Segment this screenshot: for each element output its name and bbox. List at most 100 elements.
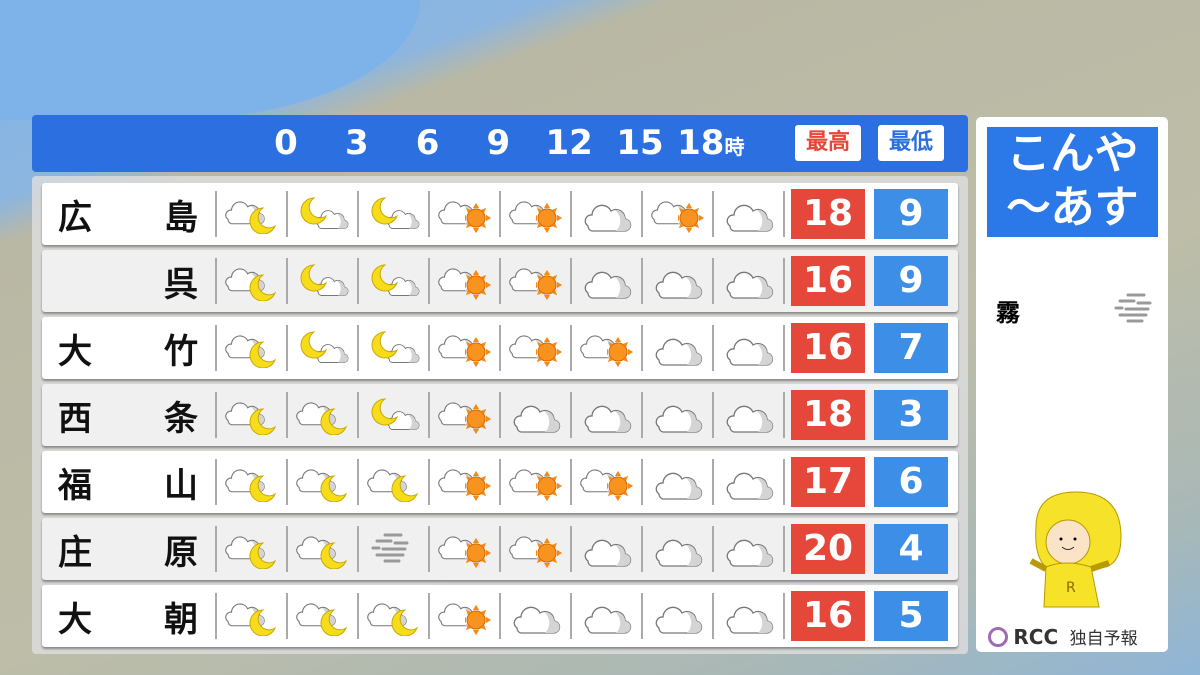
- forecast-cell: [641, 392, 712, 438]
- forecast-cell: [428, 191, 499, 237]
- location-name: 大竹: [42, 317, 214, 379]
- cloud-sun-icon: [438, 596, 492, 636]
- forecast-cell: [570, 593, 641, 639]
- forecast-cell: [357, 526, 428, 572]
- hour-label: 9: [486, 123, 511, 163]
- low-temp: 9: [874, 189, 948, 239]
- forecast-cell: [428, 593, 499, 639]
- cloud-icon: [651, 261, 705, 301]
- fog-icon: [367, 529, 421, 569]
- forecast-cell: [428, 459, 499, 505]
- panel-title: こんや 〜あす: [987, 127, 1158, 237]
- location-char: 条: [164, 398, 198, 439]
- forecast-cell: [357, 191, 428, 237]
- divider: [783, 392, 785, 438]
- moon-cloud-icon: [367, 194, 421, 234]
- forecast-cell: [641, 593, 712, 639]
- forecast-cell: [215, 392, 286, 438]
- hour-label: 15: [616, 123, 664, 163]
- low-temp: 3: [874, 390, 948, 440]
- cloud-icon: [722, 462, 776, 502]
- cloud-icon: [722, 261, 776, 301]
- high-temp: 16: [791, 323, 865, 373]
- location-char: 山: [164, 465, 198, 506]
- forecast-cell: [428, 258, 499, 304]
- forecast-cell: [215, 459, 286, 505]
- hour-label: 3: [344, 123, 369, 163]
- cloud-sun-icon: [438, 395, 492, 435]
- title-line-1: こんや: [1006, 128, 1139, 179]
- location-name: 福山: [42, 451, 214, 513]
- cloud-sun-icon: [509, 194, 563, 234]
- hour-value: 18: [677, 123, 725, 163]
- cloud-moon-icon: [367, 462, 421, 502]
- cloud-sun-icon: [438, 328, 492, 368]
- forecast-cell: [215, 191, 286, 237]
- forecast-row: 大朝 16 5: [42, 585, 958, 647]
- cloud-icon: [580, 395, 634, 435]
- divider: [783, 459, 785, 505]
- forecast-row: 庄原 20 4: [42, 518, 958, 580]
- moon-cloud-icon: [367, 328, 421, 368]
- brand-footer: RCC 独自予報: [988, 624, 1138, 649]
- forecast-cell: [499, 325, 570, 371]
- svg-text:R: R: [1066, 580, 1076, 596]
- cloud-sun-icon: [509, 462, 563, 502]
- location-char: 島: [164, 197, 198, 238]
- forecast-cell: [357, 593, 428, 639]
- forecast-cell: [570, 258, 641, 304]
- cloud-moon-icon: [296, 529, 350, 569]
- forecast-cell: [286, 459, 357, 505]
- high-temp: 18: [791, 390, 865, 440]
- forecast-cell: [712, 459, 783, 505]
- location-char: 竹: [164, 331, 198, 372]
- hour-label: 6: [415, 123, 440, 163]
- low-temp: 7: [874, 323, 948, 373]
- low-temp: 4: [874, 524, 948, 574]
- cloud-sun-icon: [509, 328, 563, 368]
- forecast-cell: [215, 258, 286, 304]
- cloud-icon: [722, 194, 776, 234]
- forecast-cell: [712, 191, 783, 237]
- cloud-sun-icon: [580, 328, 634, 368]
- cloud-icon: [722, 395, 776, 435]
- cloud-icon: [580, 596, 634, 636]
- cloud-sun-icon: [580, 462, 634, 502]
- hour-label: 18時: [677, 123, 744, 163]
- forecast-cell: [499, 593, 570, 639]
- forecast-cell: [428, 325, 499, 371]
- cloud-icon: [580, 261, 634, 301]
- rcc-logo-icon: [988, 627, 1008, 647]
- forecast-row: 広島 18 9: [42, 183, 958, 245]
- forecast-row: 呉 16 9: [42, 250, 958, 312]
- forecast-cell: [499, 191, 570, 237]
- mascot-lemon-character: R: [1029, 491, 1122, 608]
- hour-label: 12: [545, 123, 593, 163]
- forecast-cell: [712, 325, 783, 371]
- forecast-cell: [641, 258, 712, 304]
- cloud-icon: [651, 596, 705, 636]
- location-name: 西条: [42, 384, 214, 446]
- forecast-cell: [570, 325, 641, 371]
- forecast-cell: [286, 325, 357, 371]
- forecast-cell: [357, 459, 428, 505]
- forecast-cell: [357, 392, 428, 438]
- cloud-moon-icon: [296, 596, 350, 636]
- forecast-cell: [712, 392, 783, 438]
- location-name: 広島: [42, 183, 214, 245]
- cloud-moon-icon: [225, 529, 279, 569]
- forecast-cell: [499, 459, 570, 505]
- forecast-cell: [215, 593, 286, 639]
- moon-cloud-icon: [296, 194, 350, 234]
- cloud-icon: [651, 328, 705, 368]
- cloud-sun-icon: [438, 462, 492, 502]
- cloud-icon: [509, 395, 563, 435]
- cloud-sun-icon: [438, 261, 492, 301]
- forecast-cell: [712, 593, 783, 639]
- fog-icon: [1110, 289, 1164, 329]
- divider: [783, 258, 785, 304]
- location-name: 庄原: [42, 518, 214, 580]
- high-temp: 18: [791, 189, 865, 239]
- cloud-icon: [722, 328, 776, 368]
